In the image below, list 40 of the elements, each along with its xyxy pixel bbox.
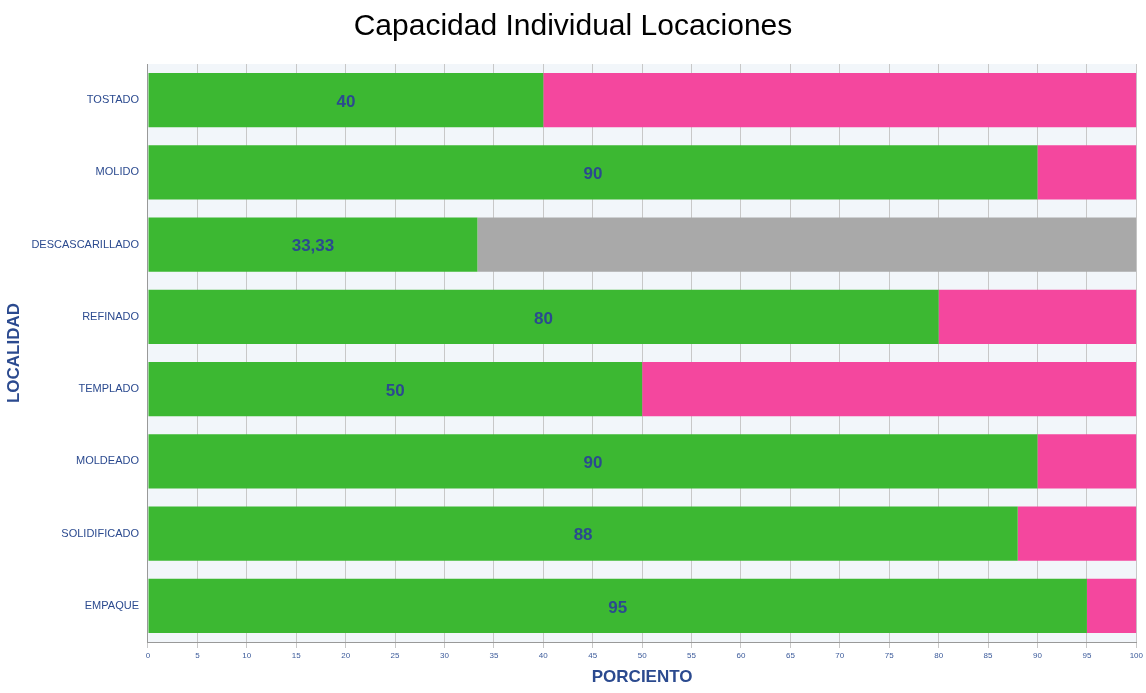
y-tick-label: EMPAQUE <box>84 598 139 611</box>
data-label: 95 <box>608 597 628 617</box>
x-tick-label: 100 <box>1129 651 1144 660</box>
x-tick-label: 75 <box>884 651 895 660</box>
x-axis-title: PORCIENTO <box>591 667 693 687</box>
x-tick-label: 35 <box>489 651 499 660</box>
y-tick-label: DESCASCARILLADO <box>31 237 140 250</box>
x-tick-label: 70 <box>835 651 845 660</box>
x-tick-label: 45 <box>588 651 598 660</box>
data-label: 88 <box>573 525 593 545</box>
y-tick-label: SOLIDIFICADO <box>61 526 140 539</box>
x-tick-label: 55 <box>687 651 697 660</box>
data-label: 50 <box>385 380 405 400</box>
x-tick-label: 60 <box>736 651 746 660</box>
data-label: 90 <box>583 164 603 184</box>
x-tick-label: 30 <box>440 651 450 660</box>
chart-title: Capacidad Individual Locaciones <box>352 8 794 42</box>
y-tick-label: TOSTADO <box>86 93 140 106</box>
x-tick-label: 90 <box>1033 651 1043 660</box>
x-tick-label: 15 <box>291 651 302 660</box>
x-tick-label: 5 <box>195 651 201 660</box>
x-tick-label: 20 <box>341 651 351 660</box>
y-axis-title: LOCALIDAD <box>3 302 23 404</box>
y-tick-label: MOLIDO <box>95 165 140 178</box>
data-label: 80 <box>534 308 554 328</box>
x-tick-label: 10 <box>242 651 252 660</box>
data-label: 90 <box>583 453 603 473</box>
x-tick-label: 95 <box>1082 651 1092 660</box>
data-label: 40 <box>336 91 356 111</box>
x-tick-label: 80 <box>934 651 944 660</box>
x-tick-label: 25 <box>390 651 401 660</box>
x-tick-label: 50 <box>637 651 648 660</box>
y-tick-label: REFINADO <box>82 309 140 322</box>
x-tick-label: 0 <box>145 651 151 660</box>
y-tick-label: TEMPLADO <box>78 382 140 395</box>
data-label: 33,33 <box>291 236 335 256</box>
x-tick-label: 85 <box>983 651 994 660</box>
x-tick-label: 40 <box>538 651 549 660</box>
y-tick-label: MOLDEADO <box>76 454 140 467</box>
x-tick-label: 65 <box>785 651 796 660</box>
